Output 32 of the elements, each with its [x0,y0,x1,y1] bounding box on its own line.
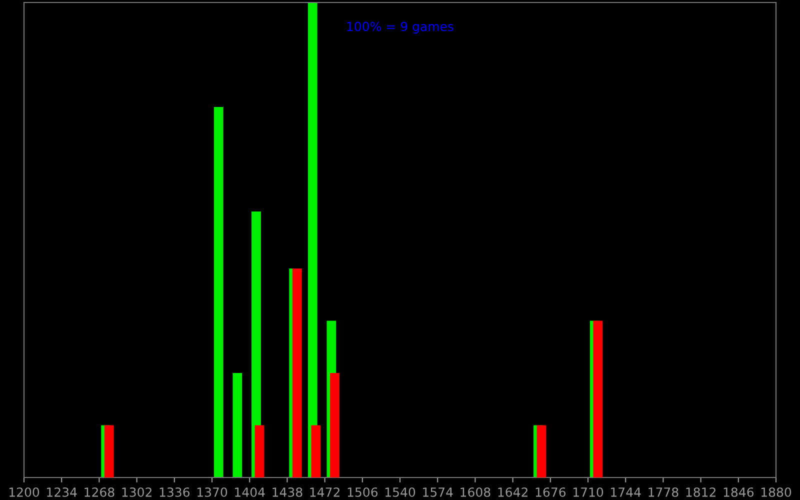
x-tick-label: 1778 [648,487,678,497]
bar [104,425,114,478]
annotation: 100% = 9 games [347,22,454,34]
bar [214,107,224,478]
x-tick-label: 1268 [84,487,114,497]
x-tick-label: 1608 [460,487,490,497]
x-tick-label: 1370 [197,487,228,497]
bar [593,320,603,478]
x-tick-label: 1744 [611,488,641,497]
x-tick-label: 1710 [573,487,604,497]
x-tick-label: 1472 [310,487,340,497]
x-tick-label: 1200 [9,487,40,497]
x-tick-label: 1846 [724,487,754,497]
x-tick-label: 1642 [498,487,528,497]
x-tick-label: 1540 [385,487,416,497]
x-tick-label: 1404 [235,487,265,497]
x-tick-label: 1880 [761,487,792,497]
x-tick-label: 1302 [122,487,152,497]
bar [254,425,264,478]
x-tick-label: 1506 [348,487,378,497]
x-tick-label: 1234 [47,487,77,497]
bar [536,425,546,478]
x-tick-label: 1336 [160,487,190,497]
bar [311,425,321,478]
bar [330,373,340,478]
bar [232,373,242,478]
bar [308,2,318,478]
x-tick-label: 1812 [686,487,716,497]
x-tick-label: 1676 [536,487,566,497]
x-tick-label: 1574 [423,488,453,497]
x-tick-label: 1438 [272,487,302,497]
bar [292,268,302,478]
